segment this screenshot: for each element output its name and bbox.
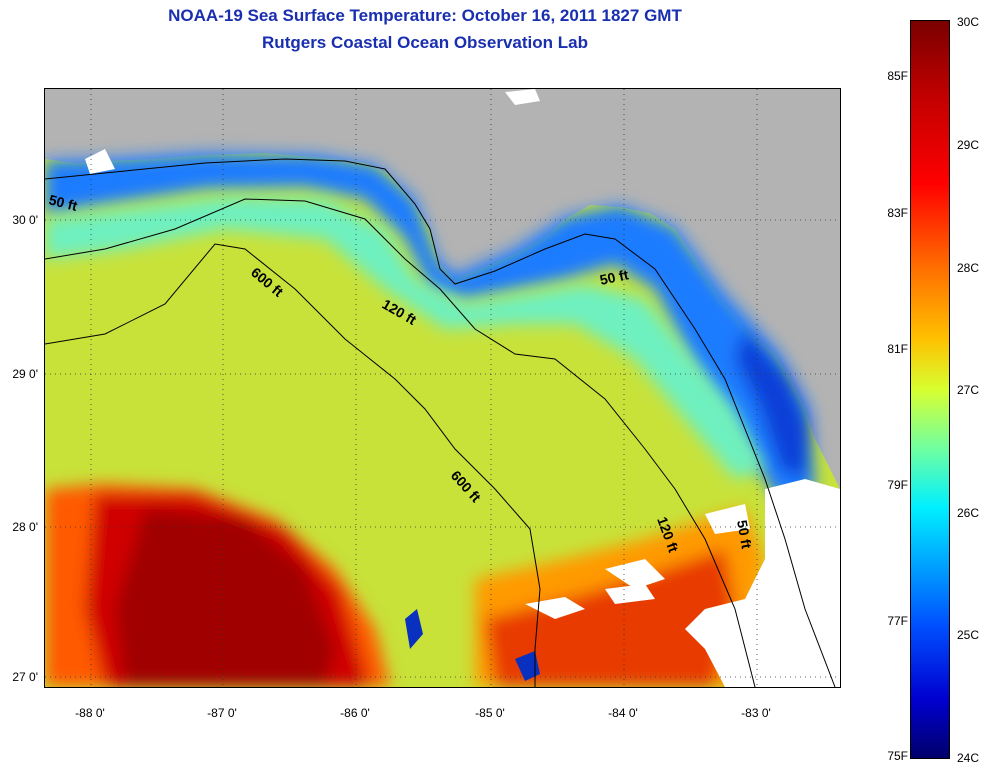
lon-tick-83: -83 0' (741, 706, 771, 720)
cool-coastal-band (45, 153, 815, 509)
colorbar-label-79f: 79F (887, 478, 908, 492)
map-subtitle: Rutgers Coastal Ocean Observation Lab (262, 33, 588, 52)
contour-label-50ft-west: 50 ft (47, 191, 79, 214)
warm-eddy (45, 484, 390, 687)
cloud-cover (85, 89, 840, 687)
colorbar-label-24c: 24C (957, 751, 980, 765)
colorbar-label-27c: 27C (957, 383, 980, 397)
colorbar-label-81f: 81F (887, 342, 908, 356)
temperature-colorbar (910, 20, 950, 759)
contour-label-50ft-south: 50 ft (734, 519, 755, 550)
sst-map: 50 ft 600 ft 120 ft 50 ft 600 ft 120 ft … (44, 88, 841, 688)
lat-tick-27: 27 0' (12, 670, 38, 684)
lat-tick-29: 29 0' (12, 367, 38, 381)
colorbar-label-83f: 83F (887, 206, 908, 220)
lat-tick-30: 30 0' (12, 213, 38, 227)
colorbar-label-75f: 75F (887, 749, 908, 763)
colorbar-label-25c: 25C (957, 628, 980, 642)
map-title: NOAA-19 Sea Surface Temperature: October… (168, 6, 682, 25)
lon-tick-84: -84 0' (608, 706, 638, 720)
cold-patches (405, 609, 540, 681)
colorbar-label-26c: 26C (957, 506, 980, 520)
contour-label-50ft-bigbend: 50 ft (598, 266, 630, 288)
lon-tick-87: -87 0' (207, 706, 237, 720)
colorbar-label-28c: 28C (957, 261, 980, 275)
colorbar-label-85f: 85F (887, 69, 908, 83)
cyan-band (45, 197, 765, 479)
isobath-contours (45, 158, 836, 687)
lon-tick-88: -88 0' (75, 706, 105, 720)
colorbar-label-77f: 77F (887, 614, 908, 628)
sst-map-graphic: 50 ft 600 ft 120 ft 50 ft 600 ft 120 ft … (45, 89, 840, 687)
lat-tick-28: 28 0' (12, 520, 38, 534)
colorbar-label-30c: 30C (957, 15, 980, 29)
lon-tick-85: -85 0' (475, 706, 505, 720)
colorbar-label-29c: 29C (957, 138, 980, 152)
lon-tick-86: -86 0' (340, 706, 370, 720)
